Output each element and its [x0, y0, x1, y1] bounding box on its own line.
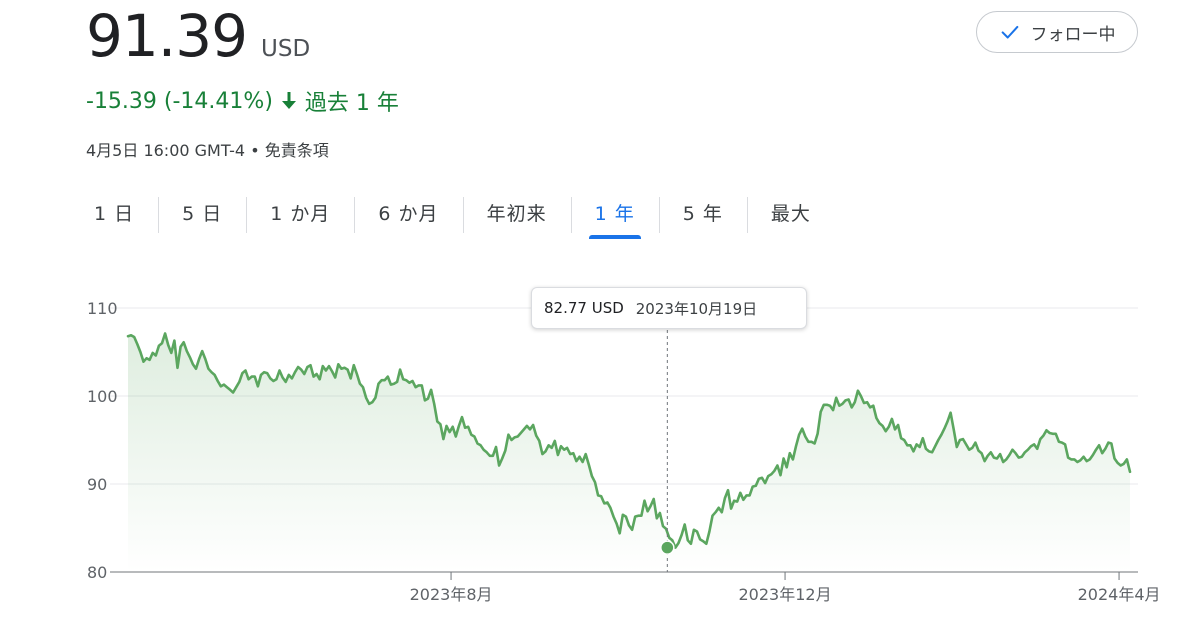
timestamp-row: 4月5日 16:00 GMT-4 • 免責条項 [86, 137, 329, 161]
checkmark-icon [1001, 25, 1018, 39]
disclaimer-link[interactable]: 免責条項 [264, 141, 329, 160]
tab-6m[interactable]: 6 か月 [354, 193, 462, 233]
separator-dot: • [250, 141, 260, 160]
follow-button[interactable]: フォロー中 [976, 11, 1138, 53]
current-price: 91.39 [86, 2, 248, 70]
price-area-fill [128, 333, 1130, 572]
y-tick-label: 100 [87, 387, 118, 406]
currency-label: USD [261, 36, 311, 62]
tab-1y[interactable]: 1 年 [570, 193, 659, 239]
y-tick-label: 80 [87, 563, 107, 582]
tab-ytd[interactable]: 年初来 [462, 193, 571, 233]
follow-button-label: フォロー中 [1030, 24, 1116, 45]
arrow-down-icon [281, 92, 296, 109]
price-header: 91.39 USD [86, 0, 310, 72]
tab-1m[interactable]: 1 か月 [246, 193, 354, 233]
tab-5d[interactable]: 5 日 [158, 193, 246, 233]
timestamp: 4月5日 16:00 GMT-4 [86, 141, 246, 160]
price-line [126, 332, 1132, 549]
y-tick-label: 110 [87, 299, 118, 318]
tab-5y[interactable]: 5 年 [658, 193, 747, 233]
highlight-point [660, 540, 675, 555]
x-tick-label: 2024年4月 [1078, 585, 1161, 604]
tab-max[interactable]: 最大 [746, 193, 835, 233]
change-period: 過去 1 年 [304, 91, 399, 116]
price-change: -15.39 (-14.41%) [86, 88, 273, 114]
tooltip-value: 82.77 USD [544, 299, 624, 317]
x-tick-label: 2023年8月 [410, 585, 493, 604]
chart-tooltip: 82.77 USD 2023年10月19日 [531, 287, 807, 329]
price-change-row: -15.39 (-14.41%) 過去 1 年 [86, 85, 399, 117]
x-tick-label: 2023年12月 [739, 585, 832, 604]
y-tick-label: 90 [87, 475, 107, 494]
tooltip-date: 2023年10月19日 [635, 299, 758, 318]
range-tabs: 1 日 5 日 1 か月 6 か月 年初来 1 年 5 年 最大 [70, 193, 835, 239]
tab-1d[interactable]: 1 日 [94, 203, 135, 225]
